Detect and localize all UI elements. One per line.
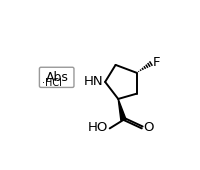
- Text: ·HCl: ·HCl: [42, 78, 62, 88]
- Text: HO: HO: [88, 121, 108, 134]
- Text: O: O: [143, 121, 154, 134]
- Text: HN: HN: [84, 75, 104, 88]
- Polygon shape: [118, 99, 126, 121]
- FancyBboxPatch shape: [39, 67, 74, 87]
- Text: Abs: Abs: [46, 71, 69, 84]
- Text: F: F: [153, 56, 160, 69]
